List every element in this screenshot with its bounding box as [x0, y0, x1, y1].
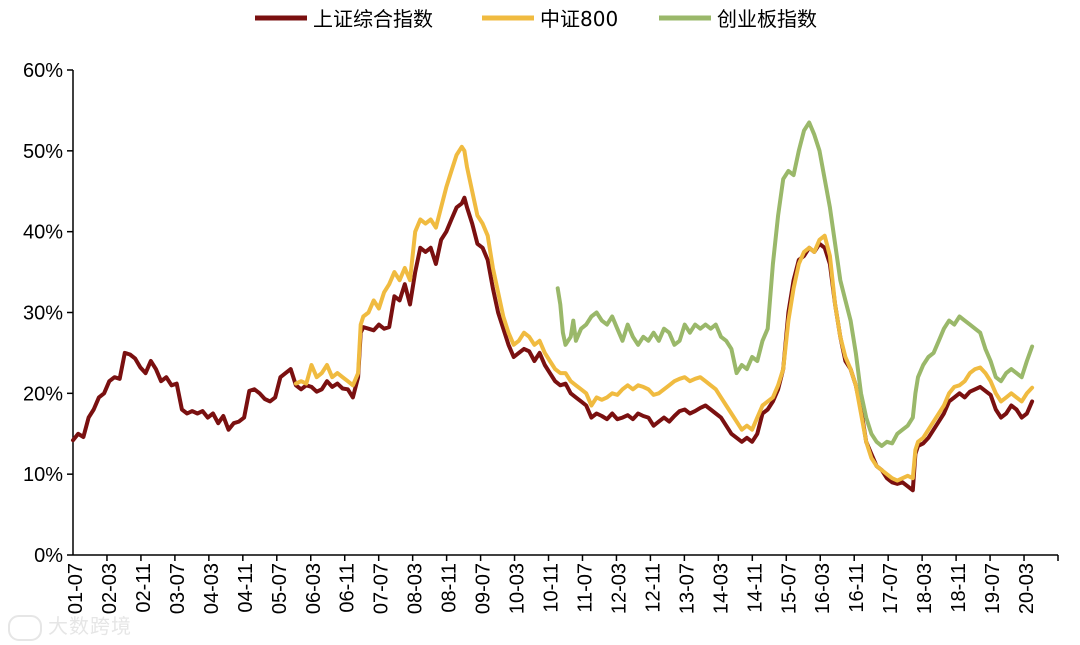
x-tick-label: 03-07 — [167, 563, 189, 614]
x-tick-label: 04-11 — [235, 563, 257, 613]
x-tick-label: 02-03 — [99, 563, 121, 614]
x-axis: 01-07 02-03 02-11 03-07 04-03 04-11 05-07 06-03… — [65, 554, 1059, 614]
watermark-text: 大数跨境 — [48, 614, 132, 638]
y-tick-label: 60% — [23, 60, 63, 82]
watermark: 大数跨境 — [8, 610, 132, 641]
x-tick-label: 18-03 — [914, 563, 936, 614]
legend-label: 创业板指数 — [717, 7, 817, 31]
y-axis: 0% 10% 20% 30% 40% 50% 60% — [23, 60, 74, 567]
x-tick-label: 08-03 — [405, 563, 427, 614]
x-tick-label: 19-07 — [982, 563, 1004, 614]
legend-label: 中证800 — [540, 7, 618, 31]
x-tick-label: 18-11 — [948, 563, 970, 613]
x-tick-label: 20-03 — [1016, 563, 1038, 614]
x-tick-label: 16-11 — [846, 563, 868, 613]
y-tick-label: 40% — [23, 222, 63, 244]
y-tick-label: 50% — [23, 141, 63, 163]
x-tick-label: 08-11 — [439, 563, 461, 613]
x-tick-label: 15-07 — [778, 563, 800, 614]
x-tick-label: 11-07 — [574, 563, 596, 613]
legend: 上证综合指数 中证800 创业板指数 — [255, 7, 817, 31]
x-tick-label: 12-03 — [608, 563, 630, 614]
y-tick-label: 10% — [23, 464, 63, 486]
x-tick-label: 17-07 — [880, 563, 902, 614]
x-tick-label: 13-07 — [676, 563, 698, 614]
y-tick-label: 30% — [23, 303, 63, 325]
watermark-logo-icon — [8, 614, 42, 641]
series-line-3 — [555, 120, 1035, 448]
x-tick-label: 16-03 — [812, 563, 834, 614]
y-tick-label: 20% — [23, 383, 63, 405]
series-layer — [71, 120, 1035, 493]
x-tick-label: 05-07 — [269, 563, 291, 614]
x-tick-label: 14-11 — [744, 563, 766, 613]
x-tick-label: 01-07 — [65, 563, 87, 614]
x-tick-label: 06-03 — [303, 563, 325, 614]
legend-label: 上证综合指数 — [313, 7, 433, 31]
series-line-2 — [293, 144, 1035, 483]
x-tick-label: 04-03 — [201, 563, 223, 614]
x-tick-label: 06-11 — [337, 563, 359, 613]
x-tick-label: 09-07 — [473, 563, 495, 614]
x-tick-label: 10-03 — [507, 563, 529, 614]
x-tick-label: 12-11 — [642, 563, 664, 613]
x-tick-label: 14-03 — [710, 563, 732, 614]
series-line-1 — [71, 195, 1035, 493]
x-tick-label: 02-11 — [133, 563, 155, 613]
x-tick-label: 07-07 — [371, 563, 393, 614]
x-tick-label: 10-11 — [541, 563, 563, 613]
y-tick-label: 0% — [34, 545, 63, 567]
